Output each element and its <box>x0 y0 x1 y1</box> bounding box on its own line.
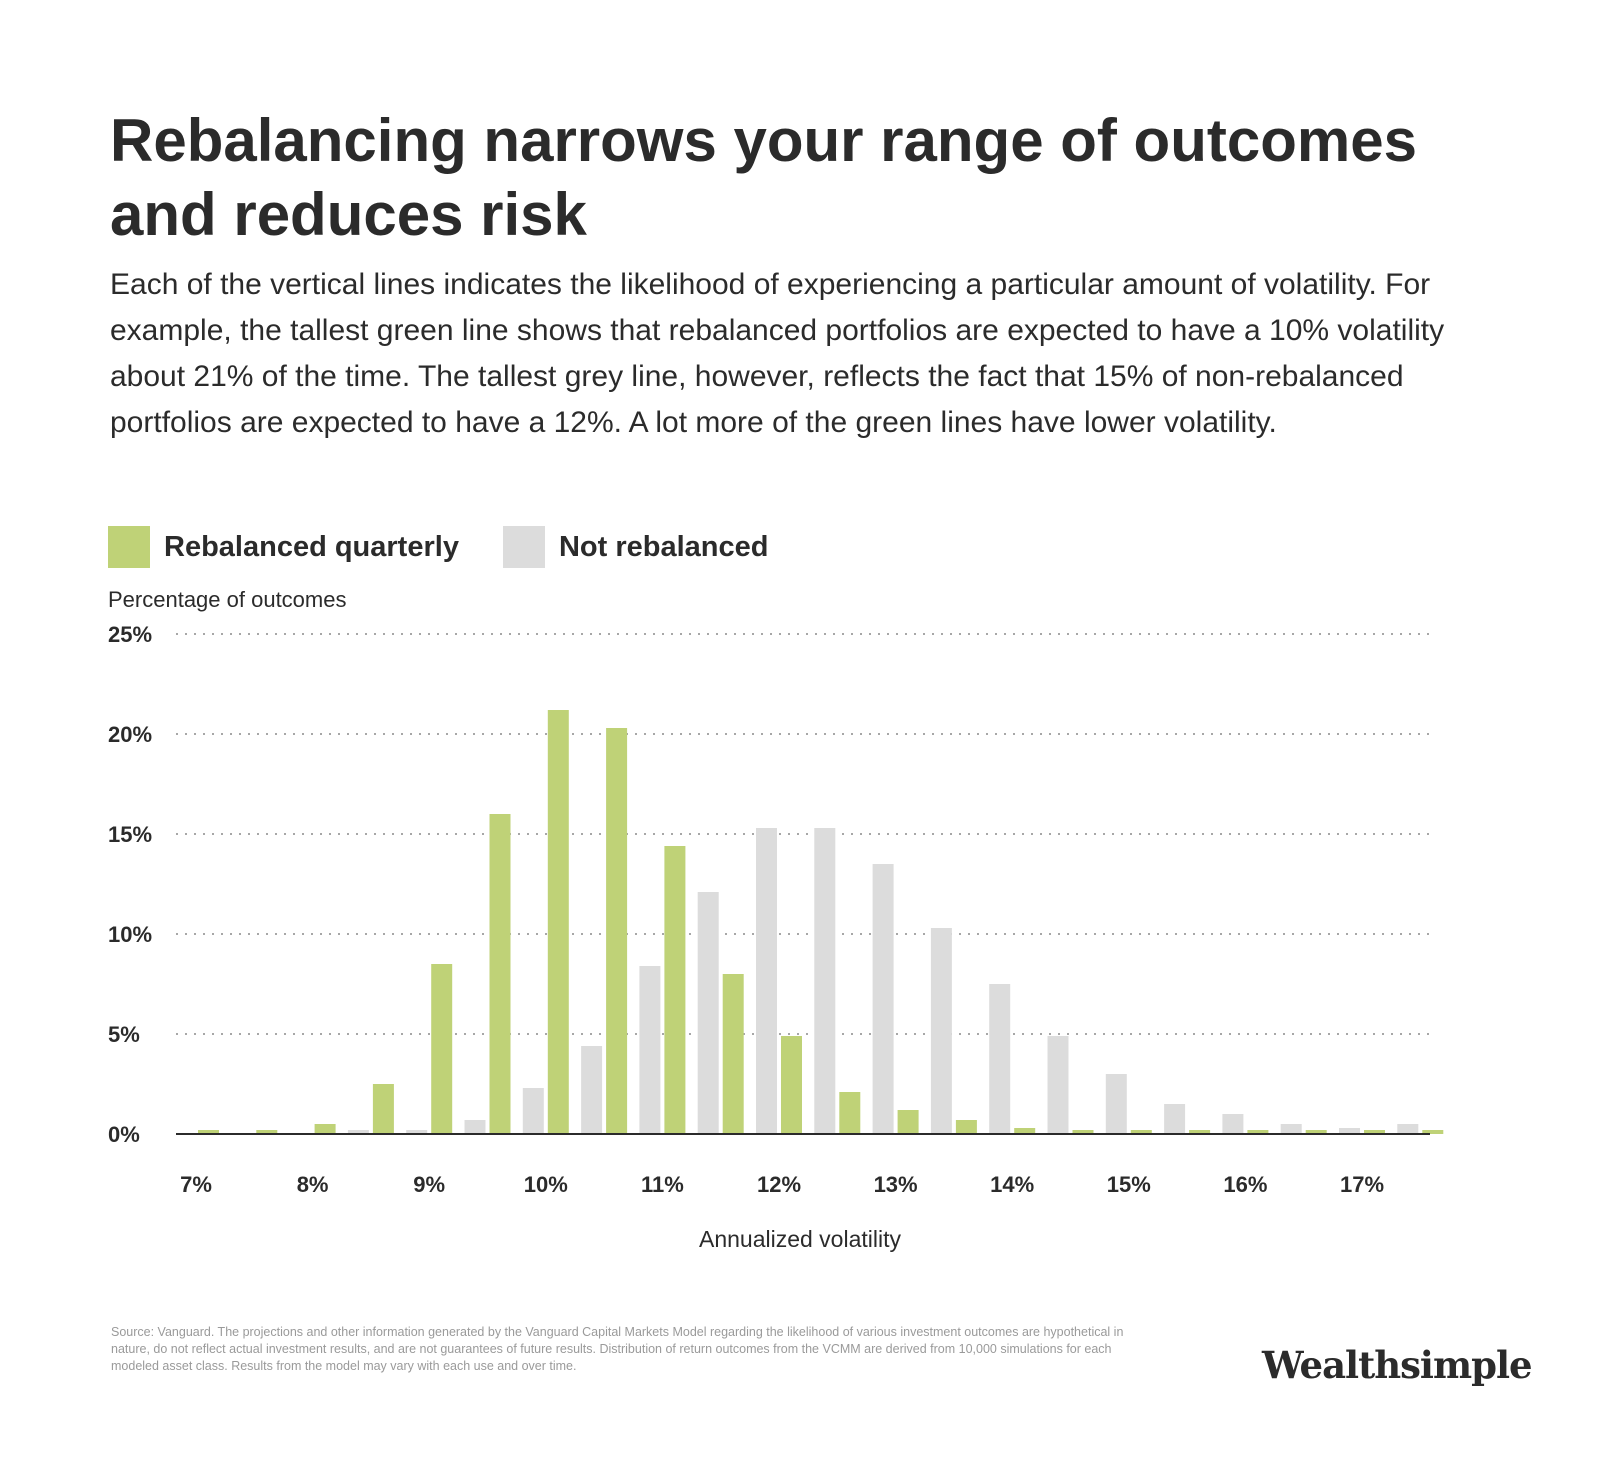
bar-rebalanced-8 <box>314 1124 336 1134</box>
chart-subtitle: Each of the vertical lines indicates the… <box>110 268 1445 439</box>
bar-rebalanced-9 <box>431 964 453 1134</box>
legend-swatch-not-rebalanced <box>502 526 545 568</box>
x-axis-label: Annualized volatility <box>698 1226 901 1252</box>
bar-rebalanced-16 <box>1247 1130 1269 1134</box>
bar-not-rebalanced-17 <box>1339 1128 1360 1134</box>
legend-swatch-rebalanced <box>108 526 150 568</box>
x-tick-label-10: 10% <box>524 1172 568 1197</box>
bar-not-rebalanced-15.5 <box>1164 1104 1186 1134</box>
y-tick-label-15: 15% <box>108 822 152 847</box>
legend: Rebalanced quarterly Not rebalanced <box>108 525 812 569</box>
y-tick-label-0: 0% <box>108 1122 140 1147</box>
y-axis-label: Percentage of outcomes <box>108 587 347 612</box>
bar-rebalanced-15.5 <box>1189 1130 1211 1134</box>
bar-rebalanced-7.5 <box>256 1130 278 1134</box>
y-tick-label-20: 20% <box>108 722 152 747</box>
bar-rebalanced-11 <box>664 846 686 1134</box>
bar-chart: 0% 5% 10% 15% 20% 25% 7% 8% 9% 10% 11% 12% 13% 14% 15%… <box>108 622 1444 1197</box>
bar-rebalanced-17.5 <box>1422 1130 1444 1134</box>
legend-item-rebalanced: Rebalanced quarterly <box>108 526 459 568</box>
bar-not-rebalanced-14 <box>989 984 1011 1134</box>
bar-not-rebalanced-8.5 <box>347 1130 369 1134</box>
bar-not-rebalanced-15 <box>1105 1074 1127 1134</box>
legend-item-not-rebalanced: Not rebalanced <box>502 526 769 568</box>
x-tick-label-7: 7% <box>180 1172 212 1197</box>
bar-not-rebalanced-16 <box>1222 1114 1244 1134</box>
bar-not-rebalanced-17.5 <box>1397 1124 1419 1134</box>
bar-not-rebalanced-12.5 <box>814 828 836 1134</box>
chart-title: Rebalancing narrows your range of outcom… <box>110 107 1417 248</box>
bar-rebalanced-7 <box>198 1130 219 1134</box>
y-tick-label-10: 10% <box>108 922 152 947</box>
bar-rebalanced-10 <box>547 710 569 1134</box>
bar-not-rebalanced-10.5 <box>581 1046 603 1134</box>
bar-rebalanced-15 <box>1130 1130 1152 1134</box>
x-tick-label-9: 9% <box>413 1172 445 1197</box>
x-tick-label-14: 14% <box>990 1172 1034 1197</box>
bar-rebalanced-13 <box>897 1110 919 1134</box>
wealthsimple-logo: Wealthsimple <box>1262 1343 1533 1387</box>
bar-not-rebalanced-11.5 <box>697 892 719 1134</box>
x-tick-label-8: 8% <box>297 1172 329 1197</box>
bar-rebalanced-12.5 <box>839 1092 861 1134</box>
bar-not-rebalanced-12 <box>756 828 777 1134</box>
bar-rebalanced-14 <box>1014 1128 1036 1134</box>
x-tick-label-11: 11% <box>641 1172 684 1197</box>
bar-not-rebalanced-13.5 <box>930 928 952 1134</box>
bar-not-rebalanced-13 <box>872 864 894 1134</box>
x-tick-label-15: 15% <box>1107 1172 1151 1197</box>
bar-rebalanced-16.5 <box>1305 1130 1327 1134</box>
x-tick-label-13: 13% <box>874 1172 918 1197</box>
bar-rebalanced-9.5 <box>489 814 511 1134</box>
bar-rebalanced-17 <box>1364 1130 1385 1134</box>
bar-not-rebalanced-16.5 <box>1280 1124 1302 1134</box>
bar-rebalanced-11.5 <box>722 974 744 1134</box>
bar-rebalanced-14.5 <box>1072 1130 1094 1134</box>
bar-rebalanced-10.5 <box>606 728 628 1134</box>
bar-not-rebalanced-10 <box>522 1088 544 1134</box>
y-tick-label-25: 25% <box>108 622 152 647</box>
source-note: Source: Vanguard. The projections and ot… <box>111 1325 1124 1373</box>
bar-not-rebalanced-14.5 <box>1047 1036 1069 1134</box>
legend-label-rebalanced: Rebalanced quarterly <box>164 530 459 563</box>
y-tick-label-5: 5% <box>108 1022 140 1047</box>
x-tick-label-16: 16% <box>1223 1172 1267 1197</box>
bar-rebalanced-13.5 <box>955 1120 977 1134</box>
x-tick-label-17: 17% <box>1340 1172 1384 1197</box>
bar-not-rebalanced-9.5 <box>464 1120 486 1134</box>
x-tick-label-12: 12% <box>757 1172 801 1197</box>
bar-not-rebalanced-11 <box>639 966 661 1134</box>
bar-rebalanced-8.5 <box>372 1084 394 1134</box>
bar-not-rebalanced-9 <box>406 1130 428 1134</box>
legend-label-not-rebalanced: Not rebalanced <box>558 530 769 563</box>
bar-rebalanced-12 <box>781 1036 802 1134</box>
